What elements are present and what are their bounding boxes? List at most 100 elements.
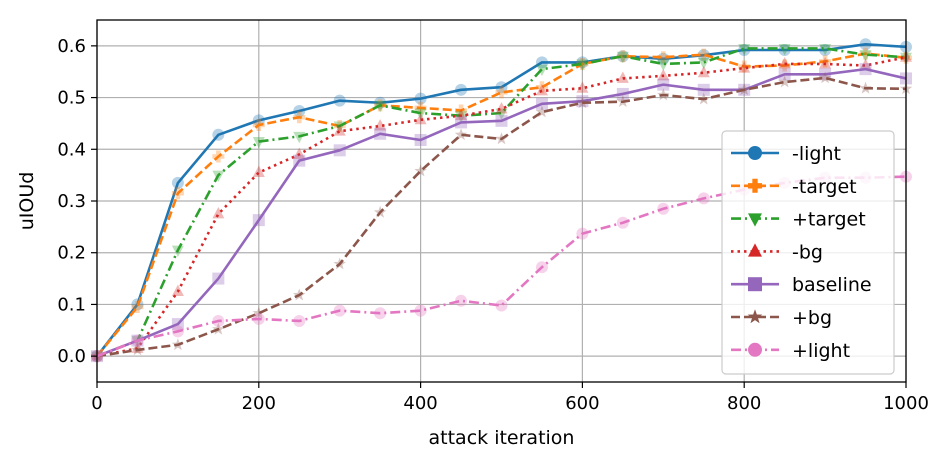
data-point xyxy=(859,63,872,76)
y-tick-label: 0.0 xyxy=(57,346,86,367)
data-point xyxy=(616,71,629,83)
data-point xyxy=(333,121,346,133)
legend-label: +light xyxy=(792,340,850,362)
data-point xyxy=(171,187,184,200)
data-point xyxy=(778,68,791,81)
data-point xyxy=(859,38,872,51)
data-point xyxy=(495,108,508,120)
data-point xyxy=(778,43,791,56)
data-point xyxy=(293,111,306,124)
data-point xyxy=(778,75,791,88)
data-point xyxy=(738,61,751,73)
data-point xyxy=(455,116,468,129)
data-point xyxy=(616,50,629,63)
series-line xyxy=(96,47,907,358)
data-point xyxy=(819,43,832,56)
data-point xyxy=(293,154,306,167)
data-point xyxy=(657,51,670,64)
legend-label: -bg xyxy=(792,241,823,263)
series-target-group xyxy=(91,43,912,364)
data-point xyxy=(535,81,548,94)
data-point xyxy=(212,128,225,141)
data-point xyxy=(252,214,265,227)
legend-entry: +bg xyxy=(731,307,832,329)
data-point xyxy=(171,176,184,189)
data-point xyxy=(748,342,762,357)
data-point xyxy=(293,314,306,327)
data-point xyxy=(414,133,427,146)
data-point xyxy=(697,92,711,105)
data-point xyxy=(859,58,872,71)
data-point xyxy=(657,202,670,215)
data-point xyxy=(414,112,427,125)
data-point xyxy=(292,288,306,301)
data-point xyxy=(535,261,548,274)
data-point xyxy=(616,51,629,64)
data-point xyxy=(859,81,872,94)
y-tick-label: 0.3 xyxy=(57,191,86,212)
data-point xyxy=(535,83,548,96)
data-point xyxy=(819,57,832,69)
data-point xyxy=(778,59,791,72)
series-line xyxy=(95,43,907,357)
data-point xyxy=(252,306,266,319)
data-point xyxy=(455,104,468,117)
data-point xyxy=(495,102,508,114)
data-point xyxy=(495,299,508,312)
data-point xyxy=(455,294,468,307)
legend-label: -light xyxy=(792,143,841,165)
data-point xyxy=(333,124,346,136)
data-point xyxy=(333,144,346,157)
data-point xyxy=(252,118,265,131)
data-point xyxy=(535,64,548,77)
data-point xyxy=(657,78,670,91)
data-point xyxy=(748,146,762,160)
data-point xyxy=(748,243,762,257)
data-point xyxy=(374,307,387,320)
legend-label: baseline xyxy=(792,274,872,296)
series-baseline-group xyxy=(91,63,912,363)
data-point xyxy=(212,170,225,183)
legend-label: -target xyxy=(792,176,857,198)
data-point xyxy=(212,150,225,163)
y-tick-label: 0.2 xyxy=(57,243,86,264)
data-point xyxy=(373,205,387,218)
legend-box xyxy=(721,130,895,375)
data-point xyxy=(535,97,548,110)
data-point xyxy=(454,128,468,141)
data-point xyxy=(333,257,346,270)
data-point xyxy=(576,59,589,71)
data-point xyxy=(293,105,306,118)
data-point xyxy=(748,277,762,292)
data-point xyxy=(576,81,589,93)
x-tick-label: 0 xyxy=(91,393,102,414)
data-point xyxy=(697,49,710,62)
data-point xyxy=(212,314,225,327)
y-tick-label: 0.5 xyxy=(57,88,86,109)
data-point xyxy=(738,60,751,73)
data-point xyxy=(495,86,508,99)
data-point xyxy=(697,65,710,78)
data-point xyxy=(374,127,387,140)
data-point xyxy=(747,309,763,324)
data-point xyxy=(616,87,629,100)
data-point xyxy=(374,119,387,131)
legend-entry: -light xyxy=(731,143,841,165)
y-tick-label: 0.6 xyxy=(57,36,86,57)
data-point xyxy=(748,178,762,193)
data-point xyxy=(778,43,791,56)
data-point xyxy=(171,338,185,351)
legend-entry: +light xyxy=(731,340,850,362)
legend-entry: baseline xyxy=(731,274,872,296)
data-point xyxy=(212,272,225,285)
data-point xyxy=(414,108,427,120)
data-point xyxy=(616,216,629,229)
data-point xyxy=(738,43,751,56)
data-point xyxy=(414,304,427,317)
data-point xyxy=(293,147,306,159)
data-point xyxy=(131,343,144,356)
data-point xyxy=(171,325,184,338)
data-point xyxy=(333,94,346,107)
data-point xyxy=(697,57,710,70)
